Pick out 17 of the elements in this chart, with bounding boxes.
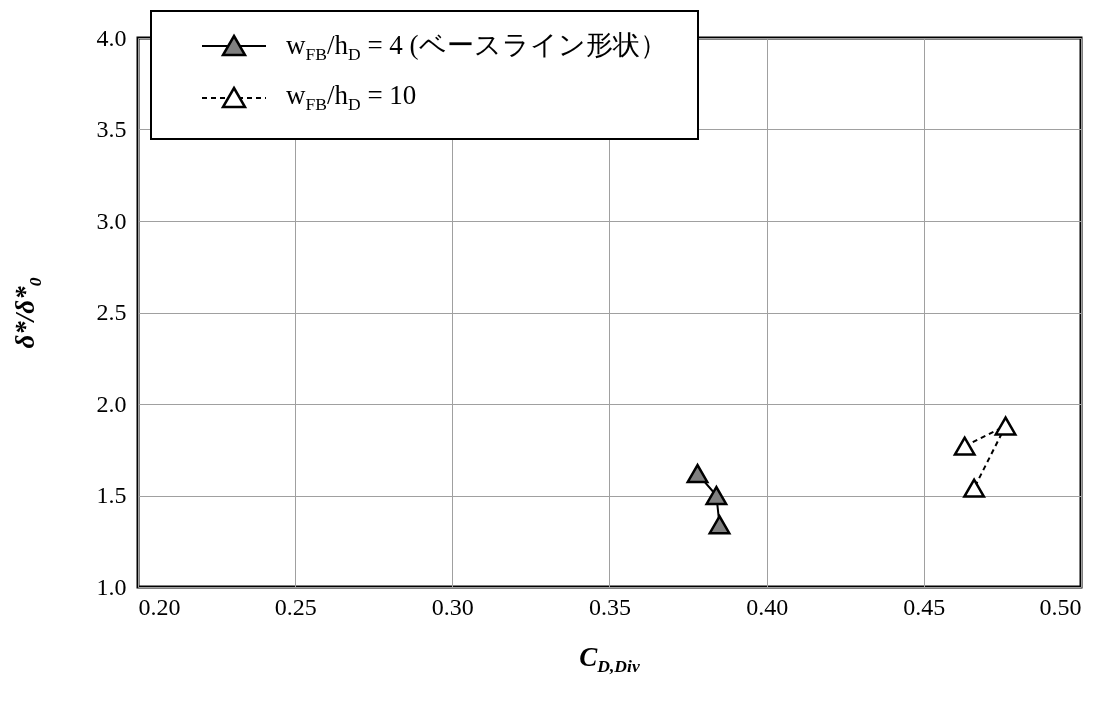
- x-axis-title: C$_{D,Div}$: [579, 642, 640, 678]
- y-tick-label: 3.0: [96, 207, 127, 234]
- x-tick-label: 0.20: [138, 593, 181, 620]
- x-tick-label: 0.45: [903, 593, 946, 620]
- x-tick-label: 0.30: [431, 593, 474, 620]
- y-tick-label: 1.0: [96, 573, 127, 600]
- y-tick-label: 2.0: [96, 390, 127, 417]
- y-tick-label: 3.5: [96, 116, 127, 142]
- x-tick-label: 0.35: [589, 593, 631, 620]
- legend-label: w$_{FB}$/h$_{D}$ = 4 (ベースライン形状）: [286, 28, 667, 66]
- x-tick-label: 0.40: [746, 593, 789, 620]
- x-tick-label: 0.50: [1039, 593, 1082, 620]
- y-tick-label: 1.5: [96, 482, 127, 508]
- y-tick-label: 2.5: [96, 299, 127, 325]
- legend-label: w$_{FB}$/h$_{D}$ = 10: [286, 80, 417, 116]
- x-tick-label: 0.25: [274, 593, 317, 620]
- y-tick-label: 4.0: [96, 24, 127, 51]
